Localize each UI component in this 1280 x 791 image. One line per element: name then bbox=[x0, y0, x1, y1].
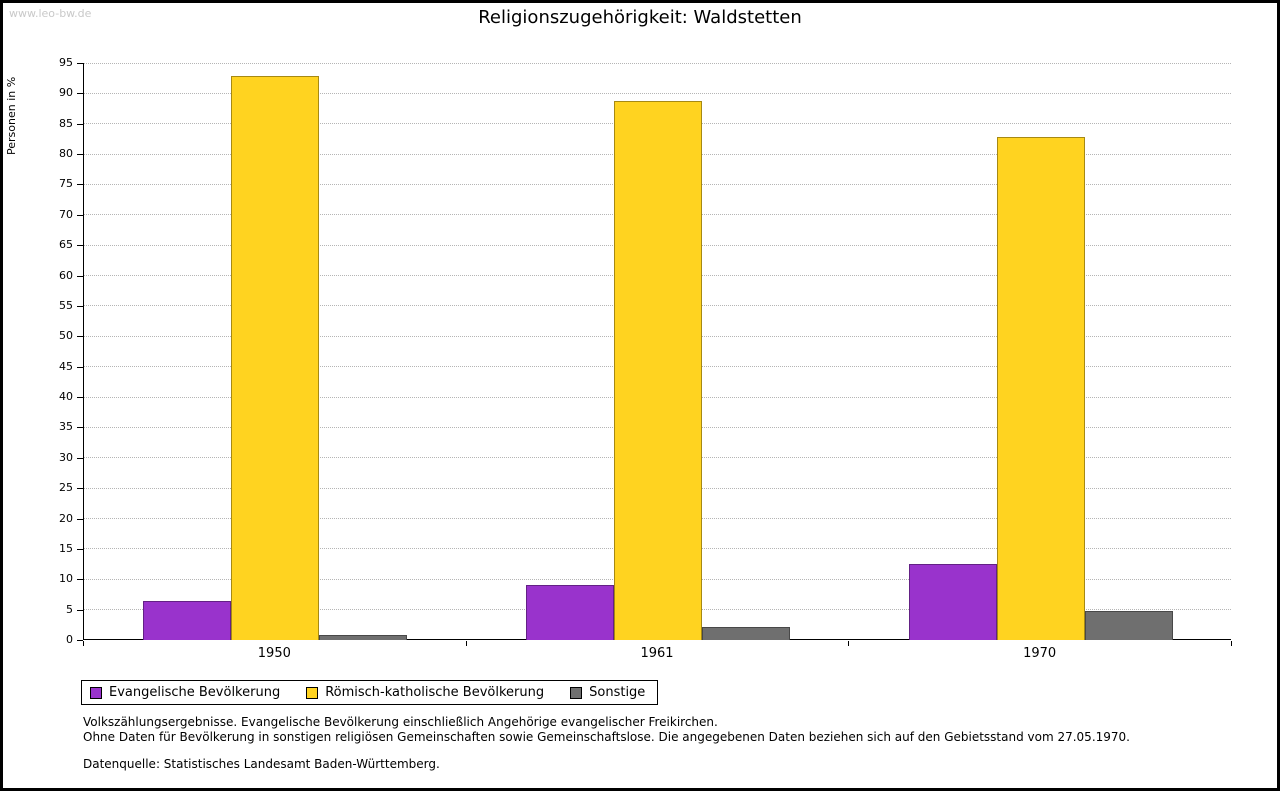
y-tick-label-5: 5 bbox=[66, 602, 73, 616]
y-tick-label-20: 20 bbox=[59, 511, 73, 525]
legend-swatch-sonstige bbox=[570, 686, 583, 699]
chart-title: Religionszugehörigkeit: Waldstetten bbox=[478, 7, 802, 28]
y-tick-80 bbox=[77, 154, 83, 156]
y-axis-title: Personen in % bbox=[5, 76, 18, 156]
y-tick-5 bbox=[77, 609, 83, 611]
x-axis-tick-3 bbox=[1231, 641, 1232, 646]
y-tick-label-30: 30 bbox=[59, 450, 73, 464]
legend-label-evangelisch: Evangelische Bevölkerung bbox=[109, 685, 281, 700]
x-axis-label-1970: 1970 bbox=[1023, 646, 1057, 661]
y-tick-85 bbox=[77, 123, 83, 125]
legend: Evangelische Bevölkerung Römisch-katholi… bbox=[81, 680, 659, 705]
y-tick-50 bbox=[77, 336, 83, 338]
y-tick-label-0: 0 bbox=[66, 633, 73, 646]
y-tick-label-40: 40 bbox=[59, 390, 73, 404]
y-tick-label-60: 60 bbox=[59, 268, 73, 282]
y-tick-70 bbox=[77, 214, 83, 216]
bar-katholisch-1970 bbox=[996, 137, 1085, 640]
x-axis-label-1961: 1961 bbox=[640, 646, 674, 661]
legend-swatch-katholisch bbox=[306, 686, 319, 699]
y-tick-20 bbox=[77, 518, 83, 520]
y-tick-label-55: 55 bbox=[59, 298, 73, 312]
bar-katholisch-1961 bbox=[614, 101, 702, 640]
y-tick-90 bbox=[77, 93, 83, 95]
y-tick-95 bbox=[77, 63, 83, 64]
y-tick-35 bbox=[77, 427, 83, 429]
bar-sonstige-1950 bbox=[319, 635, 408, 640]
y-tick-65 bbox=[77, 245, 83, 247]
y-tick-10 bbox=[77, 579, 83, 581]
footnote-line-1: Volkszählungsergebnisse. Evangelische Be… bbox=[83, 715, 718, 729]
legend-item-sonstige: Sonstige bbox=[570, 685, 645, 700]
y-tick-label-70: 70 bbox=[59, 207, 73, 221]
bar-evangelisch-1950 bbox=[143, 601, 232, 640]
y-tick-label-35: 35 bbox=[59, 420, 73, 434]
y-tick-60 bbox=[77, 275, 83, 277]
y-tick-label-45: 45 bbox=[59, 359, 73, 373]
y-tick-label-85: 85 bbox=[59, 116, 73, 130]
y-tick-label-90: 90 bbox=[59, 86, 73, 100]
x-axis-label-1950: 1950 bbox=[257, 646, 291, 661]
legend-item-evangelisch: Evangelische Bevölkerung bbox=[90, 685, 280, 700]
x-axis-tick-2 bbox=[848, 641, 850, 646]
footnote-line-2: Ohne Daten für Bevölkerung in sonstigen … bbox=[83, 730, 1130, 744]
bar-sonstige-1961 bbox=[702, 626, 790, 640]
y-tick-label-80: 80 bbox=[59, 147, 73, 161]
legend-label-sonstige: Sonstige bbox=[589, 685, 646, 700]
y-tick-30 bbox=[77, 457, 83, 459]
x-axis-tick-0 bbox=[83, 641, 84, 646]
y-tick-label-65: 65 bbox=[59, 238, 73, 252]
y-tick-label-50: 50 bbox=[59, 329, 73, 343]
bar-sonstige-1970 bbox=[1084, 611, 1173, 640]
legend-swatch-evangelisch bbox=[90, 686, 102, 699]
gridline-95 bbox=[84, 62, 1231, 64]
y-tick-45 bbox=[77, 366, 83, 368]
y-tick-label-15: 15 bbox=[59, 541, 73, 555]
y-tick-25 bbox=[77, 488, 83, 490]
y-tick-15 bbox=[77, 548, 83, 550]
plot-area bbox=[83, 62, 1231, 640]
y-tick-75 bbox=[77, 184, 83, 186]
legend-item-katholisch: Römisch-katholische Bevölkerung bbox=[306, 685, 544, 700]
bar-katholisch-1950 bbox=[231, 75, 320, 640]
gridline-90 bbox=[84, 92, 1231, 94]
x-axis-tick-1 bbox=[465, 641, 467, 646]
y-tick-label-10: 10 bbox=[59, 572, 73, 586]
footnotes: Volkszählungsergebnisse. Evangelische Be… bbox=[83, 715, 1130, 772]
bar-evangelisch-1970 bbox=[908, 564, 997, 640]
y-tick-label-25: 25 bbox=[59, 481, 73, 495]
watermark: www.leo-bw.de bbox=[9, 7, 92, 20]
y-tick-0 bbox=[77, 640, 83, 641]
y-tick-label-75: 75 bbox=[59, 177, 73, 191]
y-tick-40 bbox=[77, 397, 83, 399]
footnote-source: Datenquelle: Statistisches Landesamt Bad… bbox=[83, 757, 440, 771]
y-tick-55 bbox=[77, 305, 83, 307]
y-tick-label-95: 95 bbox=[59, 56, 73, 69]
legend-label-katholisch: Römisch-katholische Bevölkerung bbox=[325, 685, 545, 700]
bar-evangelisch-1961 bbox=[526, 584, 614, 640]
